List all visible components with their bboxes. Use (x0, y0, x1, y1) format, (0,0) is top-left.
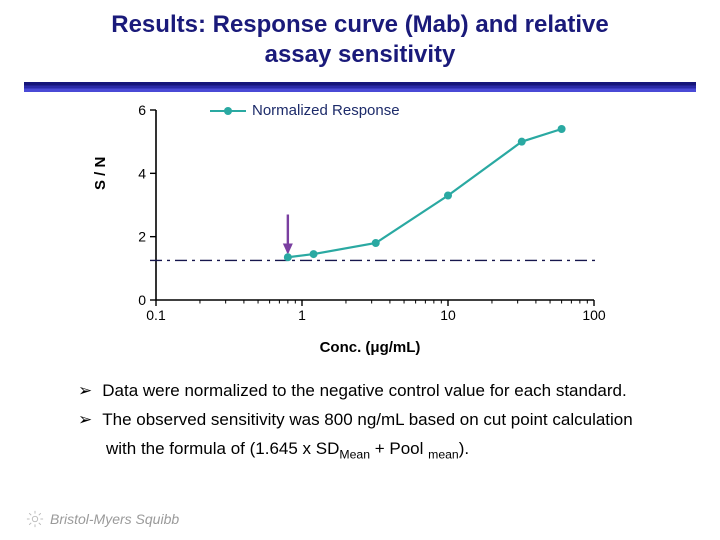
sun-icon (26, 510, 44, 528)
svg-text:0.1: 0.1 (146, 307, 166, 323)
response-curve-chart: Normalized Response S / N 02460.1110100 … (110, 100, 630, 356)
svg-text:100: 100 (582, 307, 606, 323)
bullet-list: ➢ Data were normalized to the negative c… (78, 380, 660, 463)
svg-text:6: 6 (138, 102, 146, 118)
bullet-item: ➢ Data were normalized to the negative c… (78, 380, 660, 403)
bullet-mark-icon: ➢ (78, 409, 92, 432)
y-axis-label: S / N (92, 157, 109, 190)
title-underline (24, 82, 696, 92)
svg-text:10: 10 (440, 307, 456, 323)
svg-text:4: 4 (138, 165, 146, 181)
page-title: Results: Response curve (Mab) and relati… (0, 0, 720, 78)
svg-text:2: 2 (138, 229, 146, 245)
svg-text:1: 1 (298, 307, 306, 323)
title-line-2: assay sensitivity (265, 41, 456, 68)
legend-swatch (210, 110, 246, 112)
chart-plot-area: 0 2 4 6 0.1 1 10 100 (110, 100, 610, 330)
bullet-continuation: with the formula of (1.645 x SDMean + Po… (106, 438, 660, 463)
title-line-1: Results: Response curve (Mab) and relati… (111, 11, 608, 38)
bullet-text: Data were normalized to the negative con… (102, 380, 626, 403)
svg-text:0: 0 (138, 292, 146, 308)
chart-legend: Normalized Response (210, 102, 400, 119)
x-axis-label: Conc. (μg/mL) (110, 339, 630, 356)
logo-text: Bristol-Myers Squibb (50, 511, 179, 527)
company-logo: Bristol-Myers Squibb (26, 510, 179, 528)
legend-label: Normalized Response (252, 102, 400, 119)
bullet-text: The observed sensitivity was 800 ng/mL b… (102, 409, 632, 432)
bullet-mark-icon: ➢ (78, 380, 92, 403)
bullet-item: ➢ The observed sensitivity was 800 ng/mL… (78, 409, 660, 432)
